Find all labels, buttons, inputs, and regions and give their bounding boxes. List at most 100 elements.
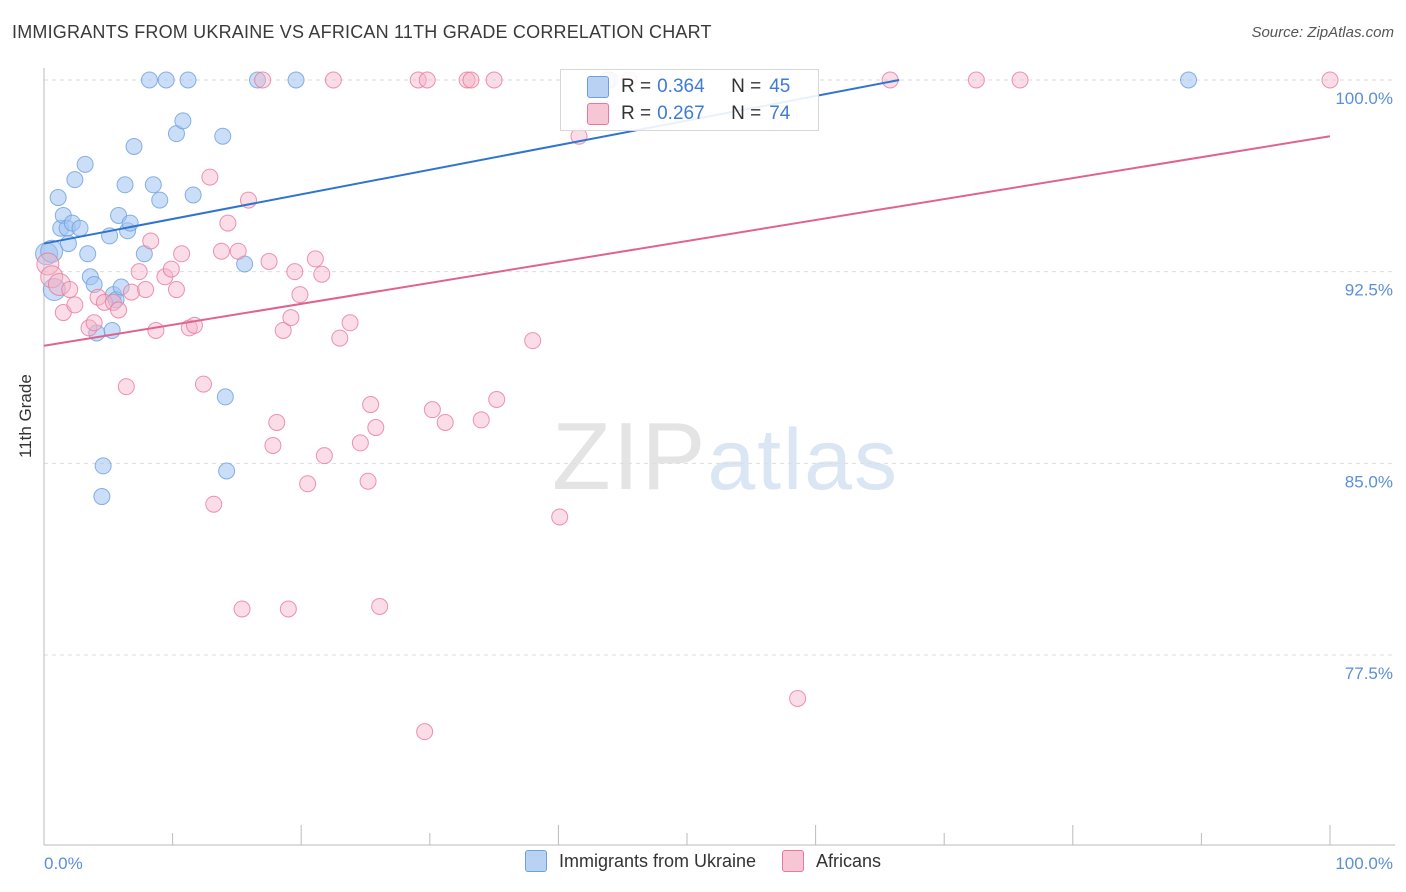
ukraine-point — [79, 245, 97, 263]
legend-n-label: N = — [731, 103, 762, 124]
africans-point — [488, 390, 506, 408]
africans-point — [313, 265, 331, 283]
africans-point — [254, 71, 272, 89]
legend-r-label: R = — [621, 103, 652, 124]
legend-n-label: N = — [731, 76, 762, 97]
y-axis-label: 11th Grade — [16, 374, 35, 458]
ukraine-point — [157, 71, 175, 89]
series-legend: Immigrants from Ukraine Africans — [0, 850, 1406, 872]
africans-point — [194, 375, 212, 393]
africans-point — [299, 475, 317, 493]
africans-point — [264, 436, 282, 454]
africans-point — [80, 319, 98, 337]
legend-item-ukraine[interactable]: Immigrants from Ukraine — [524, 850, 756, 872]
africans-point — [268, 413, 286, 431]
ukraine-point — [248, 71, 266, 89]
africans-point — [117, 378, 135, 396]
gridlines — [44, 79, 1395, 656]
africans-point — [436, 413, 454, 431]
africans-point — [315, 447, 333, 465]
africans-point — [351, 434, 369, 452]
africans-point — [551, 508, 569, 526]
ukraine-point — [218, 462, 236, 480]
watermark: ZIPatlas — [552, 402, 899, 512]
africans-point — [458, 71, 476, 89]
africans-point — [122, 283, 140, 301]
legend-label-ukraine: Immigrants from Ukraine — [558, 850, 756, 871]
legend-swatch-africans — [782, 850, 804, 872]
watermark-atlas: atlas — [707, 412, 900, 508]
africans-point — [180, 319, 198, 337]
africans-point — [1011, 71, 1029, 89]
africans-point — [472, 411, 490, 429]
africans-point — [201, 168, 219, 186]
africans-point — [967, 71, 985, 89]
africans-point — [306, 250, 324, 268]
chart-title: IMMIGRANTS FROM UKRAINE VS AFRICAN 11TH … — [12, 22, 712, 42]
africans-point — [324, 71, 342, 89]
ukraine-point — [184, 186, 202, 204]
legend-row-africans: R = 0.267 N = 74 — [561, 101, 790, 127]
y-tick-label: 92.5% — [1345, 281, 1393, 300]
ukraine-point — [49, 189, 67, 207]
africans-point — [229, 242, 247, 260]
legend-r-value: 0.267 — [657, 103, 705, 124]
ukraine-point — [85, 275, 103, 293]
africans-point — [85, 314, 103, 332]
africans-point — [260, 252, 278, 270]
x-tick-label: 100.0% — [1335, 854, 1393, 873]
africans-point — [359, 472, 377, 490]
africans-point — [423, 401, 441, 419]
africans-point — [371, 597, 389, 615]
africans-point — [147, 321, 165, 339]
ukraine-point — [71, 219, 89, 237]
africans-point — [95, 293, 113, 311]
legend-r-value: 0.364 — [657, 76, 705, 97]
watermark-zip: ZIP — [552, 403, 708, 510]
ukraine-point — [40, 239, 64, 263]
africans-point — [282, 309, 300, 327]
africans-point — [416, 723, 434, 741]
data-points — [35, 71, 1339, 741]
africans-point — [61, 281, 79, 299]
africans-point — [47, 272, 71, 296]
africans-point — [524, 332, 542, 350]
legend-swatch-africans — [587, 103, 609, 125]
africans-point — [362, 396, 380, 414]
y-tick-label: 85.0% — [1345, 472, 1393, 491]
africans-point — [142, 232, 160, 250]
ukraine-point — [1180, 71, 1198, 89]
africans-point — [291, 286, 309, 304]
africans-point — [418, 71, 436, 89]
source-credit: Source: ZipAtlas.com — [1251, 24, 1394, 41]
africans-point — [462, 71, 480, 89]
ukraine-point — [93, 488, 111, 506]
ukraine-point — [116, 176, 134, 194]
ukraine-point — [125, 137, 143, 155]
africans-point — [66, 296, 84, 314]
africans-point — [205, 495, 223, 513]
africans-point — [36, 252, 60, 276]
africans-point — [286, 263, 304, 281]
ukraine-point — [179, 71, 197, 89]
africans-point — [341, 314, 359, 332]
africans-point — [331, 329, 349, 347]
africans-point — [279, 600, 297, 618]
legend-swatch-ukraine — [587, 76, 609, 98]
y-tick-label: 77.5% — [1345, 664, 1393, 683]
legend-label-africans: Africans — [816, 850, 882, 871]
legend-item-africans[interactable]: Africans — [782, 850, 881, 872]
ukraine-point — [94, 457, 112, 475]
africans-point — [409, 71, 427, 89]
ukraine-point — [214, 127, 232, 145]
ukraine-point — [66, 171, 84, 189]
tick-labels: 77.5% 85.0% 92.5% 100.0% 0.0% 100.0% — [44, 89, 1393, 873]
legend-r-label: R = — [621, 76, 652, 97]
x-tick-label: 0.0% — [44, 854, 83, 873]
ukraine-point — [140, 71, 158, 89]
africans-point — [212, 242, 230, 260]
ukraine-point — [112, 278, 130, 296]
africans-point — [789, 689, 807, 707]
africans-point — [167, 281, 185, 299]
ukraine-point — [144, 176, 162, 194]
